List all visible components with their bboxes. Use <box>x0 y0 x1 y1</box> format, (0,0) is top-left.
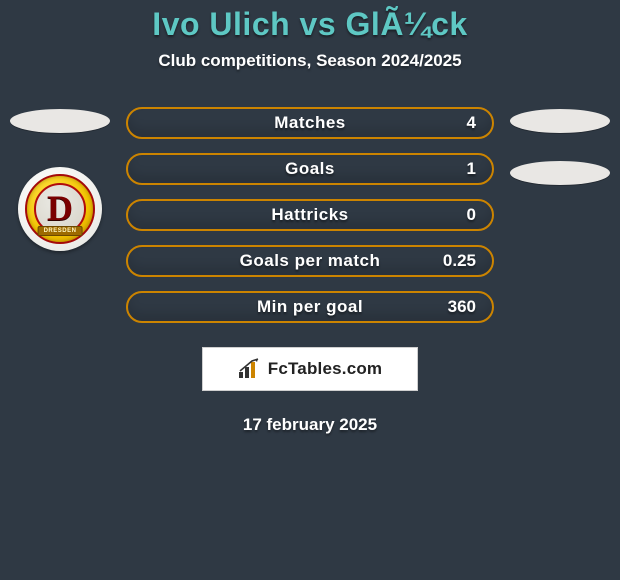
stat-row-gpm: Goals per match 0.25 <box>126 245 494 277</box>
stat-row-goals: Goals 1 <box>126 153 494 185</box>
brand-box: FcTables.com <box>202 347 418 391</box>
right-logo-column <box>510 107 610 185</box>
brand-text: FcTables.com <box>268 359 383 379</box>
stats-list: Matches 4 Goals 1 Hattricks 0 Goals per … <box>126 107 494 323</box>
left-logo-column: D DRESDEN <box>10 107 110 251</box>
stat-label: Matches <box>274 113 346 133</box>
accent-bar <box>251 362 255 378</box>
left-logo-placeholder-1 <box>10 109 110 133</box>
stat-value: 0.25 <box>443 251 476 271</box>
left-team-badge: D DRESDEN <box>18 167 102 251</box>
stat-row-matches: Matches 4 <box>126 107 494 139</box>
badge-letter: D <box>47 187 73 229</box>
stat-label: Min per goal <box>257 297 363 317</box>
generated-date: 17 february 2025 <box>0 415 620 435</box>
content-row: D DRESDEN Matches 4 Goals 1 Hattricks 0 … <box>0 107 620 323</box>
stat-value: 360 <box>448 297 476 317</box>
stat-value: 1 <box>467 159 476 179</box>
badge-ring: D DRESDEN <box>25 174 95 244</box>
stat-label: Hattricks <box>271 205 348 225</box>
stat-row-hattricks: Hattricks 0 <box>126 199 494 231</box>
stat-label: Goals per match <box>240 251 381 271</box>
badge-banner-text: DRESDEN <box>38 226 83 236</box>
stat-value: 0 <box>467 205 476 225</box>
bars-icon <box>238 358 262 380</box>
comparison-title: Ivo Ulich vs GlÃ¼ck <box>0 0 620 43</box>
stat-value: 4 <box>467 113 476 133</box>
stat-label: Goals <box>285 159 335 179</box>
right-logo-placeholder-1 <box>510 109 610 133</box>
stat-row-mpg: Min per goal 360 <box>126 291 494 323</box>
comparison-subtitle: Club competitions, Season 2024/2025 <box>0 51 620 71</box>
right-logo-placeholder-2 <box>510 161 610 185</box>
